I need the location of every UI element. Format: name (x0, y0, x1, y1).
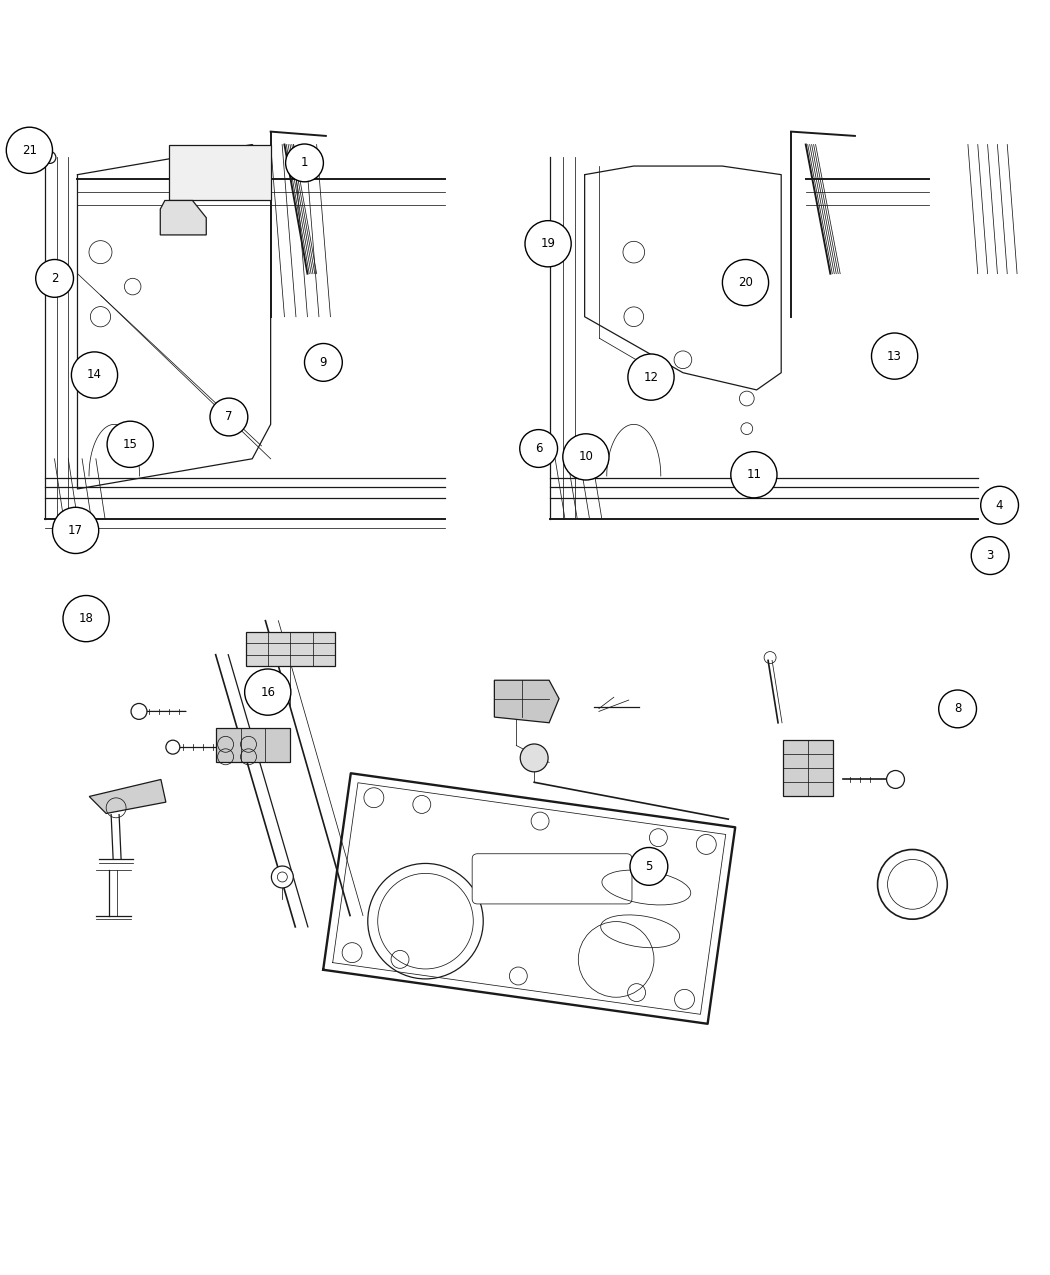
Text: 20: 20 (738, 277, 753, 289)
Circle shape (63, 595, 109, 641)
Circle shape (90, 306, 110, 326)
Polygon shape (246, 632, 335, 666)
Text: 4: 4 (995, 499, 1004, 511)
Text: 1: 1 (300, 157, 309, 170)
Circle shape (391, 950, 410, 968)
Circle shape (36, 260, 74, 297)
Circle shape (696, 834, 716, 854)
Text: 6: 6 (534, 442, 543, 455)
Text: 10: 10 (579, 450, 593, 463)
Polygon shape (169, 144, 271, 200)
Circle shape (131, 704, 147, 719)
Circle shape (91, 372, 109, 390)
Text: 12: 12 (644, 371, 658, 384)
Circle shape (52, 507, 99, 553)
Text: 9: 9 (319, 356, 328, 368)
Polygon shape (495, 681, 559, 723)
Circle shape (722, 260, 769, 306)
Text: 21: 21 (22, 144, 37, 157)
Circle shape (286, 144, 323, 182)
Circle shape (674, 351, 692, 368)
Circle shape (531, 812, 549, 830)
Circle shape (520, 745, 548, 771)
Circle shape (624, 307, 644, 326)
Text: 19: 19 (541, 237, 555, 250)
Circle shape (271, 866, 293, 887)
Circle shape (971, 537, 1009, 575)
Circle shape (413, 796, 430, 813)
Circle shape (628, 983, 646, 1002)
Circle shape (872, 333, 918, 379)
Text: 11: 11 (747, 468, 761, 481)
Polygon shape (783, 740, 833, 797)
Circle shape (525, 221, 571, 266)
Text: 15: 15 (123, 437, 138, 451)
Circle shape (939, 690, 977, 728)
Text: 13: 13 (887, 349, 902, 362)
Circle shape (210, 398, 248, 436)
Text: 8: 8 (953, 703, 962, 715)
Circle shape (124, 278, 141, 295)
Circle shape (981, 486, 1018, 524)
Text: 14: 14 (87, 368, 102, 381)
Circle shape (630, 848, 668, 885)
Circle shape (649, 829, 668, 847)
Text: 18: 18 (79, 612, 93, 625)
FancyBboxPatch shape (472, 854, 632, 904)
Circle shape (628, 354, 674, 400)
Text: 16: 16 (260, 686, 275, 699)
Polygon shape (161, 200, 206, 235)
Circle shape (364, 788, 384, 807)
Circle shape (739, 391, 754, 405)
Circle shape (277, 872, 288, 882)
Circle shape (245, 669, 291, 715)
Circle shape (44, 152, 56, 163)
Circle shape (563, 434, 609, 479)
Circle shape (166, 741, 180, 754)
Circle shape (107, 421, 153, 468)
Polygon shape (215, 728, 290, 762)
Circle shape (6, 128, 52, 173)
Circle shape (731, 451, 777, 497)
Text: 3: 3 (986, 550, 994, 562)
Circle shape (520, 430, 558, 468)
Text: 2: 2 (50, 272, 59, 284)
Circle shape (342, 942, 362, 963)
Circle shape (71, 352, 118, 398)
Circle shape (509, 966, 527, 986)
Text: 17: 17 (68, 524, 83, 537)
Circle shape (623, 241, 645, 263)
Circle shape (304, 343, 342, 381)
Circle shape (741, 423, 753, 435)
Circle shape (89, 241, 112, 264)
Circle shape (674, 989, 694, 1010)
Text: 7: 7 (225, 411, 233, 423)
Polygon shape (89, 779, 166, 813)
Text: 5: 5 (645, 859, 653, 873)
Circle shape (886, 770, 904, 788)
